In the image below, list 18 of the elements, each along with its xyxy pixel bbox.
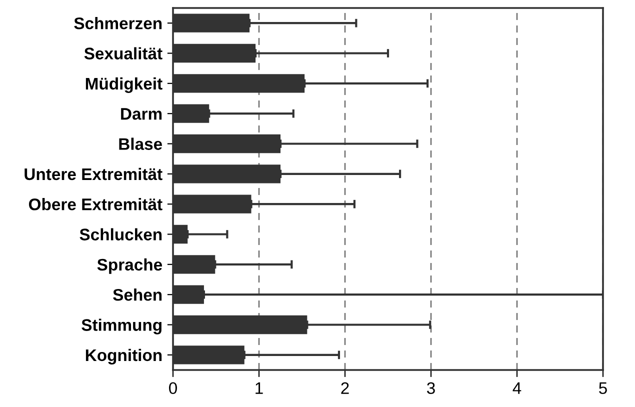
x-tick-label: 3 [427,382,435,394]
y-tick-label: Sehen [113,288,162,301]
y-tick-label: Darm [121,108,162,120]
x-tick-label: 0 [169,382,177,394]
x-tick-label: 4 [512,382,522,394]
y-tick-label: Blase [119,138,162,150]
y-tick-label: Sprache [97,258,162,274]
y-tick-label: Stimmung [82,318,162,334]
y-tick-label: Schmerzen [74,17,162,30]
y-tick-label: Schlucken [80,228,162,240]
x-tick-label: 5 [599,382,607,394]
y-tick-label: Untere Extremität [24,168,162,180]
x-tick-label: 2 [341,382,349,394]
y-tick-label: Kognition [86,348,162,364]
x-tick-label: 1 [256,382,263,394]
y-tick-label: Müdigkeit [86,77,162,93]
y-tick-label: Sexualität [84,47,162,60]
y-tick-label: Obere Extremität [28,198,162,210]
